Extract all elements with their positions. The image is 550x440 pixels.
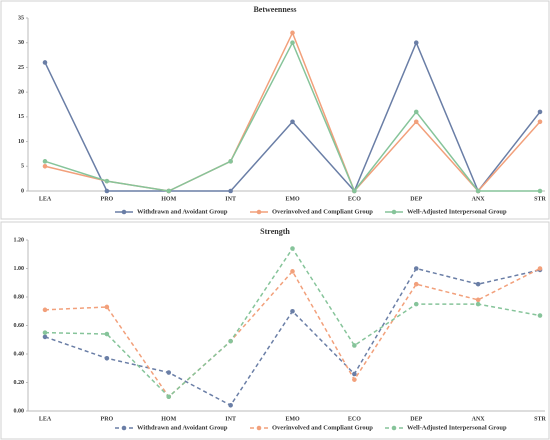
series-line [44,40,540,193]
data-point [166,394,172,400]
x-tick-label: PRO [101,416,114,422]
x-tick-label: EMO [285,196,300,202]
data-point [537,188,543,194]
chart-title: Strength [260,227,290,236]
y-tick-label: 30 [18,40,24,46]
legend-marker [391,425,397,431]
legend-marker [256,209,262,215]
data-point [413,266,419,271]
legend-marker [121,209,127,215]
series-line [44,267,541,398]
data-point [290,246,295,251]
data-point [42,334,48,340]
y-tick-label: 10 [18,139,24,145]
data-point [352,188,357,194]
data-point [42,330,48,335]
legend-label: Well-Adjusted Interpersonal Group [407,424,507,431]
data-point [42,60,48,65]
data-point [290,269,295,274]
data-point [290,119,295,125]
series-line [44,30,541,193]
data-point [228,188,233,194]
y-tick-label: 15 [18,114,24,120]
data-point [413,301,419,307]
data-point [537,266,543,271]
x-tick-label: STR [534,196,546,202]
y-tick-label: 0 [21,188,24,194]
x-tick-label: STR [534,416,546,422]
y-tick-label: 0.40 [14,351,25,357]
series-line [44,267,541,407]
data-point [42,307,48,313]
x-tick-label: ECO [348,196,361,202]
y-tick-label: 1.20 [14,237,25,243]
legend-label: Overinvolved and Compliant Group [272,208,373,215]
data-point [475,281,481,287]
legend-marker [121,425,127,431]
data-point [228,159,233,164]
x-tick-label: HOM [161,416,176,422]
x-tick-label: INT [225,416,236,422]
data-point [413,281,419,287]
data-point [104,331,110,337]
data-point [228,403,233,408]
legend-marker [391,209,397,215]
data-point [537,109,543,115]
data-point [537,313,543,318]
data-point [413,119,419,125]
data-point [413,40,419,46]
y-tick-label: 0.60 [14,323,25,329]
data-point [42,159,48,164]
y-tick-label: 0.80 [14,294,25,300]
x-tick-label: DEP [410,196,422,202]
x-tick-label: HOM [161,196,176,202]
data-point [475,297,481,303]
data-point [352,343,357,348]
y-tick-label: 0.20 [14,380,25,386]
panel-border [0,221,550,440]
x-tick-label: PRO [101,196,114,202]
data-point [290,308,295,314]
data-point [166,188,172,194]
x-tick-label: DEP [410,416,422,422]
data-point [104,178,110,184]
x-tick-label: EMO [285,416,300,422]
y-tick-label: 1.00 [14,266,25,272]
x-tick-label: ANX [472,416,486,422]
x-tick-label: LEA [39,196,52,202]
data-point [290,30,295,36]
x-tick-label: ANX [472,196,486,202]
data-point [352,371,357,377]
x-tick-label: LEA [39,416,52,422]
data-point [104,355,110,361]
y-tick-label: 25 [18,65,24,71]
data-point [475,301,481,307]
data-point [104,188,110,194]
data-point [104,304,110,310]
y-tick-label: 35 [18,15,24,21]
legend-label: Withdrawn and Avoidant Group [137,208,228,215]
legend-label: Well-Adjusted Interpersonal Group [407,208,507,215]
data-point [413,109,419,115]
x-tick-label: ECO [348,416,361,422]
data-point [290,40,295,46]
data-point [166,370,172,375]
legend-label: Withdrawn and Avoidant Group [137,424,228,431]
y-tick-label: 20 [18,90,24,96]
legend-marker [256,425,262,431]
data-point [537,119,543,125]
data-point [42,163,48,169]
series-line [44,40,541,193]
chart-title: Betweenness [253,5,296,14]
panel-border [0,0,550,220]
y-tick-label: 5 [21,164,24,170]
x-tick-label: INT [225,196,236,202]
data-point [475,188,481,194]
legend-label: Overinvolved and Compliant Group [272,424,373,431]
y-tick-label: 0.00 [14,408,25,414]
data-point [352,377,357,382]
data-point [228,338,233,344]
